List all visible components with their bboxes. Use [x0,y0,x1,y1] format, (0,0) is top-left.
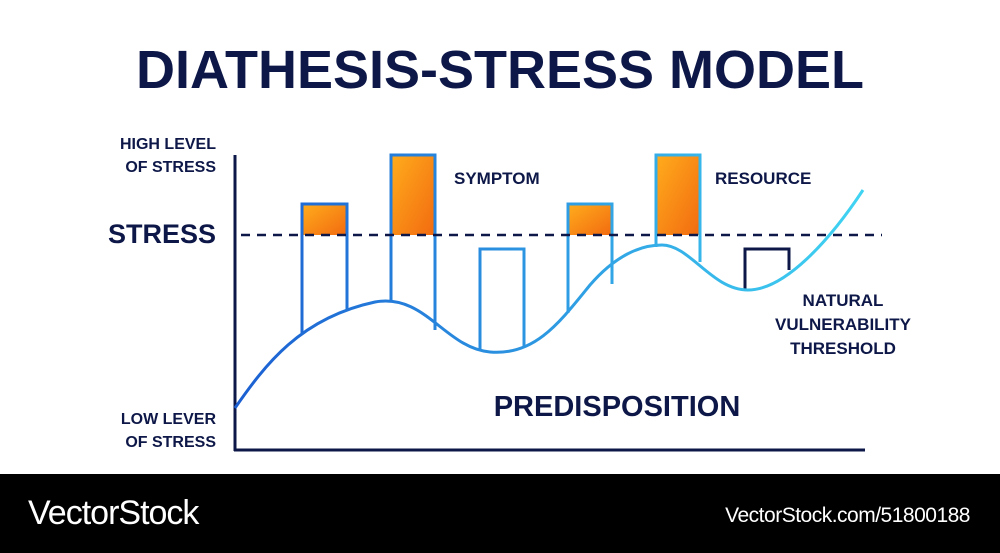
symptom-fill-2 [392,156,434,235]
stress-bar-1 [300,202,349,333]
image-url: VectorStock.com/51800188 [725,504,970,527]
page-title: DIATHESIS-STRESS MODEL [136,40,864,100]
stress-bar-4 [566,202,614,313]
resource-label: RESOURCE [715,169,811,188]
stress-bar-5 [654,153,702,262]
vulnerability-curve [233,189,865,409]
low-stress-label-2: OF STRESS [125,434,216,451]
high-stress-label-1: HIGH LEVEL [120,136,216,153]
stress-bar-2 [389,153,437,330]
threshold-label-3: THRESHOLD [790,339,896,358]
diathesis-stress-diagram: DIATHESIS-STRESS MODEL HIGH LEVEL OF STR… [108,40,912,452]
vectorstock-logo: VectorStock [28,494,199,532]
symptom-label: SYMPTOM [454,169,540,188]
symptom-fill-3 [569,205,611,235]
threshold-label-1: NATURAL [803,291,884,310]
predisposition-label: PREDISPOSITION [494,391,741,423]
symptom-fill-4 [657,156,699,235]
stress-label: STRESS [108,219,216,249]
threshold-label-2: VULNERABILITY [775,315,912,334]
symptom-fill-1 [303,205,346,235]
high-stress-label-2: OF STRESS [125,159,216,176]
stress-bar-6 [743,247,791,290]
footer-bar: VectorStock VectorStock.com/51800188 [0,474,1000,553]
low-stress-label-1: LOW LEVER [121,411,217,428]
stress-bar-3 [478,247,526,350]
